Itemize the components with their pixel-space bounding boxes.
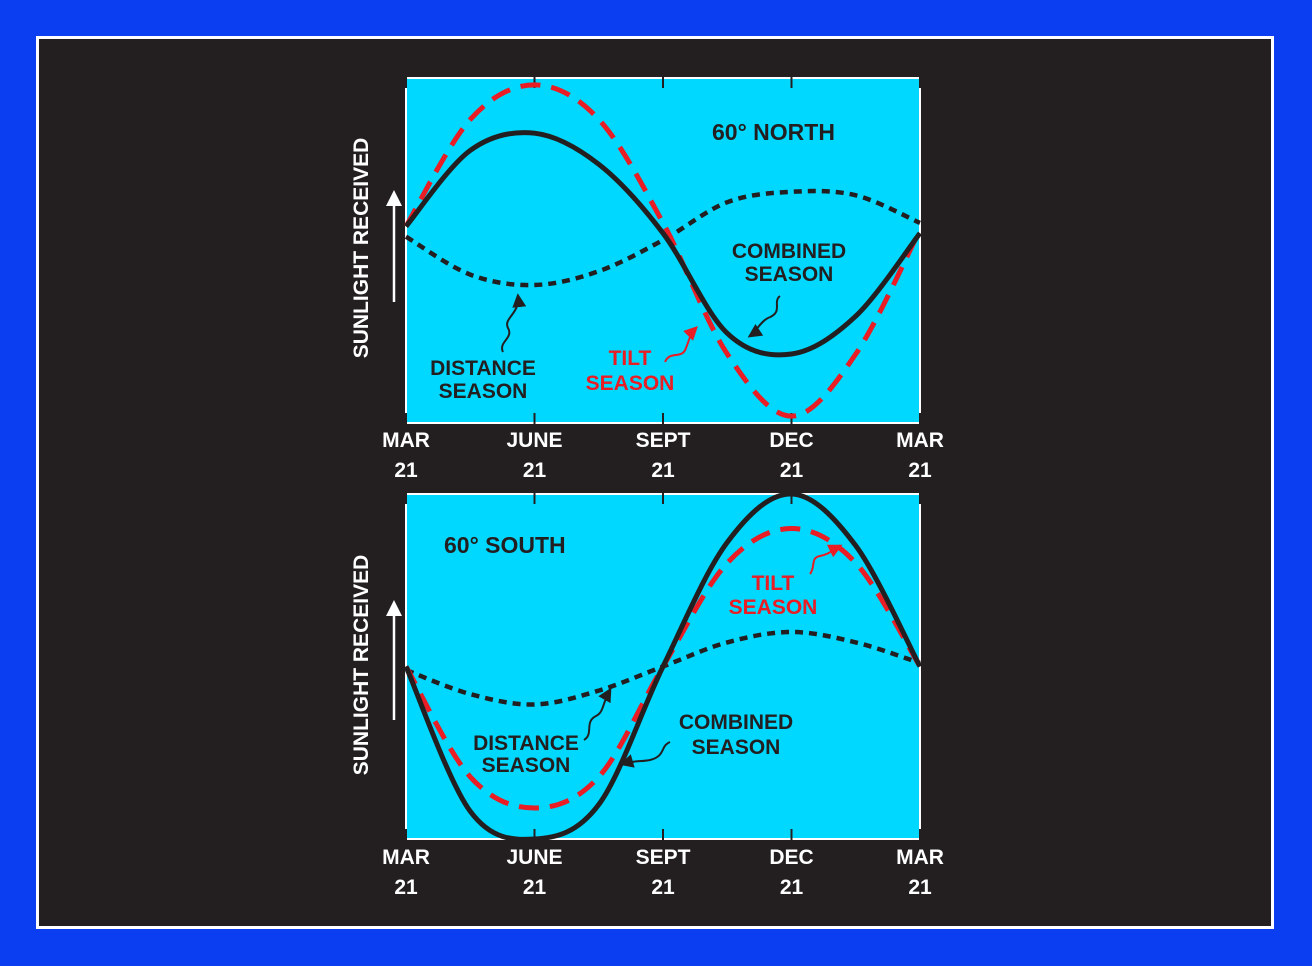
series-line-distance [404,188,921,288]
series-label-tilt: SEASON [729,596,818,619]
series-label-distance: SEASON [439,380,528,403]
series-line-combined [403,491,923,842]
annotation-arrow-tilt [809,544,843,575]
x-tick-label-month: MAR [382,429,430,452]
series-line-combined [404,130,922,358]
y-axis-label: SUNLIGHT RECEIVED [350,138,373,359]
x-tick-label-month: JUNE [506,846,562,869]
chart-title: 60° SOUTH [444,532,566,558]
x-tick-label-day: 21 [780,876,804,899]
chart-60-north: MAR21JUNE21SEPT21DEC21MAR21TILTSEASONCOM… [350,70,944,482]
chart-title: 60° NORTH [712,119,835,145]
y-axis-arrow-icon [386,190,402,206]
x-tick-label-day: 21 [908,876,932,899]
annotation-arrow-tilt [664,326,698,363]
series-label-distance: DISTANCE [473,732,579,755]
x-tick-label-month: DEC [769,846,813,869]
x-tick-label-day: 21 [651,876,675,899]
x-tick-label-month: MAR [382,846,430,869]
y-axis-arrow-icon [386,600,402,616]
series-label-tilt: TILT [752,572,795,595]
x-tick-label-day: 21 [523,876,547,899]
series-label-combined: COMBINED [732,240,846,263]
x-tick-label-day: 21 [651,459,675,482]
x-tick-label-day: 21 [523,459,547,482]
x-tick-label-day: 21 [394,876,418,899]
annotation-arrow-distance [501,293,527,353]
series-label-combined: COMBINED [679,711,793,734]
series-label-combined: SEASON [745,263,834,286]
x-tick-label-month: MAR [896,846,944,869]
x-tick-label-month: JUNE [506,429,562,452]
x-tick-label-day: 21 [394,459,418,482]
x-tick-label-day: 21 [780,459,804,482]
series-label-combined: SEASON [692,736,781,759]
x-tick-label-month: SEPT [636,429,691,452]
y-axis-label: SUNLIGHT RECEIVED [350,555,373,776]
chart-60-south: MAR21JUNE21SEPT21DEC21MAR21TILTSEASONCOM… [350,486,944,899]
annotation-arrow-combined [747,295,781,338]
plot-area [405,77,921,424]
x-tick-label-day: 21 [908,459,932,482]
series-label-tilt: SEASON [586,372,675,395]
series-label-distance: SEASON [482,754,571,777]
x-tick-label-month: MAR [896,429,944,452]
x-tick-label-month: DEC [769,429,813,452]
series-label-distance: DISTANCE [430,357,536,380]
series-label-tilt: TILT [609,347,652,370]
x-tick-label-month: SEPT [636,846,691,869]
annotation-arrow-distance [583,687,612,741]
annotation-arrow-combined [619,741,671,768]
